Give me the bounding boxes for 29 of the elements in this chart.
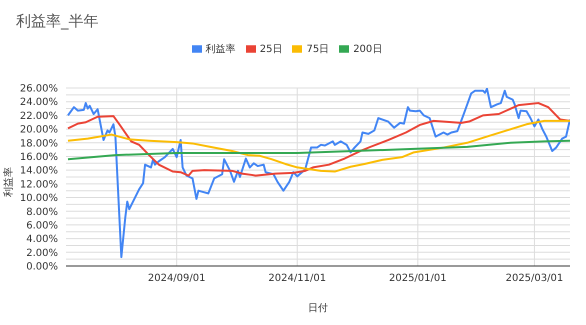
y-tick-label: 4.00% bbox=[26, 234, 58, 246]
x-tick-label: 2025/01/01 bbox=[388, 273, 447, 284]
legend-label: 25日 bbox=[260, 44, 282, 55]
y-tick-label: 6.00% bbox=[26, 220, 58, 232]
y-tick-label: 10.00% bbox=[20, 193, 58, 204]
x-tick-label: 2024/09/01 bbox=[148, 273, 206, 284]
y-tick-label: 12.00% bbox=[20, 179, 58, 190]
y-tick-label: 2.00% bbox=[26, 248, 58, 259]
y-axis-title: 利益率 bbox=[2, 167, 15, 197]
line-series bbox=[66, 120, 570, 173]
y-tick-label: 14.00% bbox=[20, 166, 58, 177]
line-series bbox=[66, 140, 570, 160]
y-tick-label: 26.00% bbox=[20, 84, 58, 95]
y-tick-label: 16.00% bbox=[20, 152, 58, 164]
y-tick-label: 22.00% bbox=[20, 110, 58, 122]
line-series bbox=[66, 102, 570, 177]
y-tick-label: 8.00% bbox=[26, 206, 58, 218]
y-tick-label: 0.00% bbox=[26, 262, 58, 273]
legend-label: 75日 bbox=[306, 44, 330, 55]
y-tick-label: 20.00% bbox=[20, 124, 58, 136]
x-axis-title: 日付 bbox=[308, 303, 328, 314]
x-tick-label: 2024/11/01 bbox=[268, 273, 326, 284]
legend-label: 利益率 bbox=[206, 44, 236, 55]
y-tick-label: 24.00% bbox=[20, 97, 58, 108]
x-tick-label: 2025/03/01 bbox=[506, 273, 564, 284]
legend-label: 200日 bbox=[353, 44, 382, 55]
y-tick-label: 18.00% bbox=[20, 138, 58, 150]
chart-title: 利益率_半年 bbox=[16, 12, 98, 31]
line-series bbox=[66, 88, 570, 258]
